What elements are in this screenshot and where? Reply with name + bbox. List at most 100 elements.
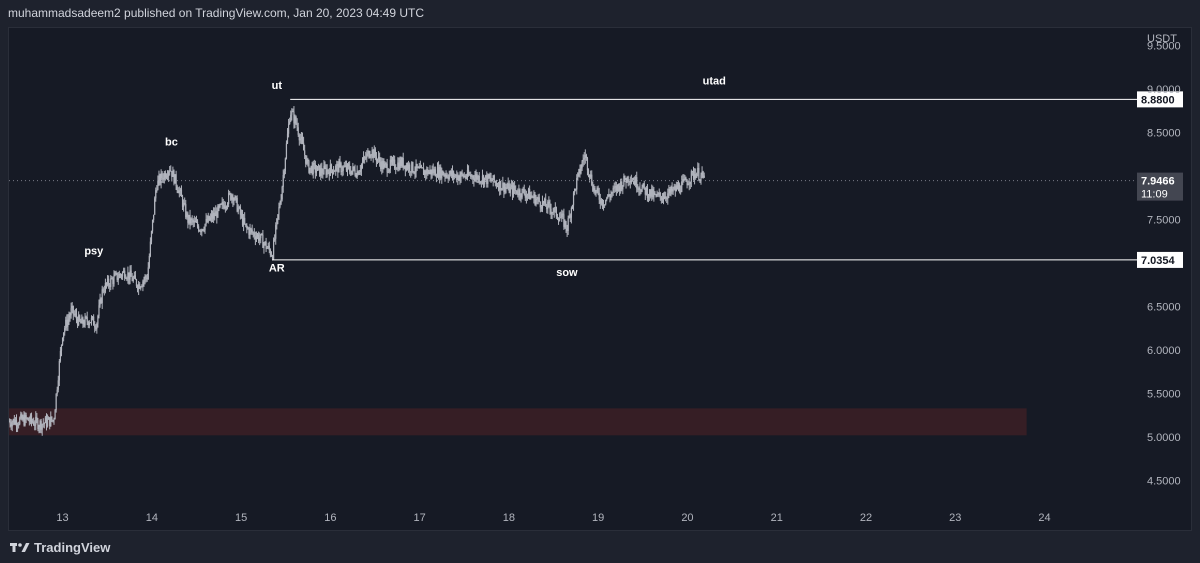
- candle-body: [699, 179, 701, 181]
- candle-body: [567, 218, 569, 231]
- candle-body: [18, 424, 20, 426]
- candle-body: [637, 188, 639, 190]
- candle-body: [697, 167, 699, 174]
- candle-body: [412, 162, 414, 173]
- y-tick-label: 4.5000: [1147, 476, 1181, 488]
- candle-body: [646, 187, 649, 199]
- x-tick-label: 23: [949, 512, 961, 524]
- candle-body: [405, 164, 408, 171]
- candle-body: [459, 176, 461, 181]
- candle-body: [360, 164, 363, 171]
- candle-body: [561, 213, 563, 218]
- candle-body: [213, 212, 215, 219]
- candle-body: [249, 228, 251, 235]
- candle-body: [218, 205, 220, 208]
- candle-body: [482, 175, 485, 185]
- candle-body: [572, 192, 575, 206]
- candle-body: [188, 214, 190, 223]
- candle-body: [421, 167, 424, 169]
- candle-body: [306, 159, 308, 164]
- candle-body: [406, 164, 409, 169]
- candle-body: [24, 415, 26, 426]
- candle-body: [319, 165, 321, 176]
- candle-body: [532, 196, 534, 198]
- candle-body: [509, 186, 511, 193]
- candle-body: [610, 193, 612, 198]
- candle-body: [117, 277, 119, 280]
- candle-body: [139, 284, 141, 289]
- candle-body: [442, 170, 444, 176]
- candle-body: [426, 169, 428, 175]
- candle-body: [685, 178, 687, 182]
- candle-body: [460, 172, 462, 177]
- y-tick-label: 9.0000: [1147, 84, 1181, 96]
- candle-body: [418, 167, 420, 169]
- candle-body: [26, 417, 28, 419]
- candle-body: [557, 218, 560, 221]
- candle-body: [668, 188, 670, 194]
- candle-body: [461, 172, 463, 175]
- candle-body: [446, 174, 448, 178]
- candle-body: [670, 186, 672, 193]
- wyckoff-label-ar: AR: [269, 263, 285, 275]
- candle-body: [546, 206, 548, 210]
- candle-body: [214, 212, 216, 217]
- candle-body: [85, 316, 87, 318]
- candle-body: [101, 289, 103, 304]
- candle-body: [683, 179, 685, 181]
- candle-body: [647, 196, 650, 199]
- candle-body: [340, 163, 342, 173]
- candle-body: [247, 228, 249, 230]
- candle-body: [397, 162, 399, 169]
- candle-body: [425, 170, 427, 175]
- candle-body: [93, 316, 95, 326]
- support-zone[interactable]: [9, 408, 1027, 436]
- candle-body: [643, 183, 645, 188]
- candle-body: [492, 175, 494, 182]
- candle-body: [376, 159, 379, 162]
- candle-body: [549, 203, 551, 209]
- candle-body: [314, 164, 316, 173]
- candle-body: [389, 159, 391, 170]
- candle-body: [304, 150, 306, 156]
- candle-body: [283, 171, 285, 176]
- candle-body: [331, 169, 334, 174]
- candle-body: [252, 232, 254, 234]
- candle-body: [564, 221, 566, 227]
- candle-body: [616, 184, 619, 191]
- candle-body: [458, 175, 460, 181]
- candle-body: [201, 229, 203, 233]
- chart-frame[interactable]: 8.8800 7.0354 7.9466 11:09 psy bc ut AR utad sow…: [8, 27, 1192, 531]
- candle-body: [271, 256, 274, 259]
- candle-body: [277, 214, 279, 219]
- candle-body: [463, 175, 465, 177]
- candle-body: [484, 177, 486, 185]
- candle-body: [450, 171, 453, 176]
- x-tick-label: 24: [1038, 512, 1050, 524]
- candle-body: [370, 155, 372, 157]
- candle-body: [81, 317, 83, 324]
- candle-body: [105, 282, 108, 285]
- candle-body: [502, 182, 504, 189]
- candle-body: [211, 214, 214, 219]
- candle-body: [519, 189, 521, 197]
- candle-body: [600, 199, 602, 204]
- candle-body: [587, 170, 590, 175]
- level-price-badge: [1137, 91, 1183, 108]
- candle-body: [449, 171, 451, 175]
- candle-body: [357, 171, 359, 175]
- candle-body: [687, 183, 689, 186]
- candle-body: [436, 167, 439, 178]
- candle-body: [688, 183, 690, 185]
- tradingview-logo[interactable]: TradingView: [10, 538, 110, 556]
- candle-body: [328, 171, 330, 176]
- candle-body: [553, 208, 555, 213]
- candle-body: [118, 274, 120, 278]
- candle-body: [515, 190, 517, 192]
- candle-body: [12, 419, 14, 423]
- candle-body: [301, 137, 304, 143]
- candle-body: [385, 163, 387, 165]
- candle-body: [135, 279, 138, 286]
- candle-body: [174, 174, 176, 184]
